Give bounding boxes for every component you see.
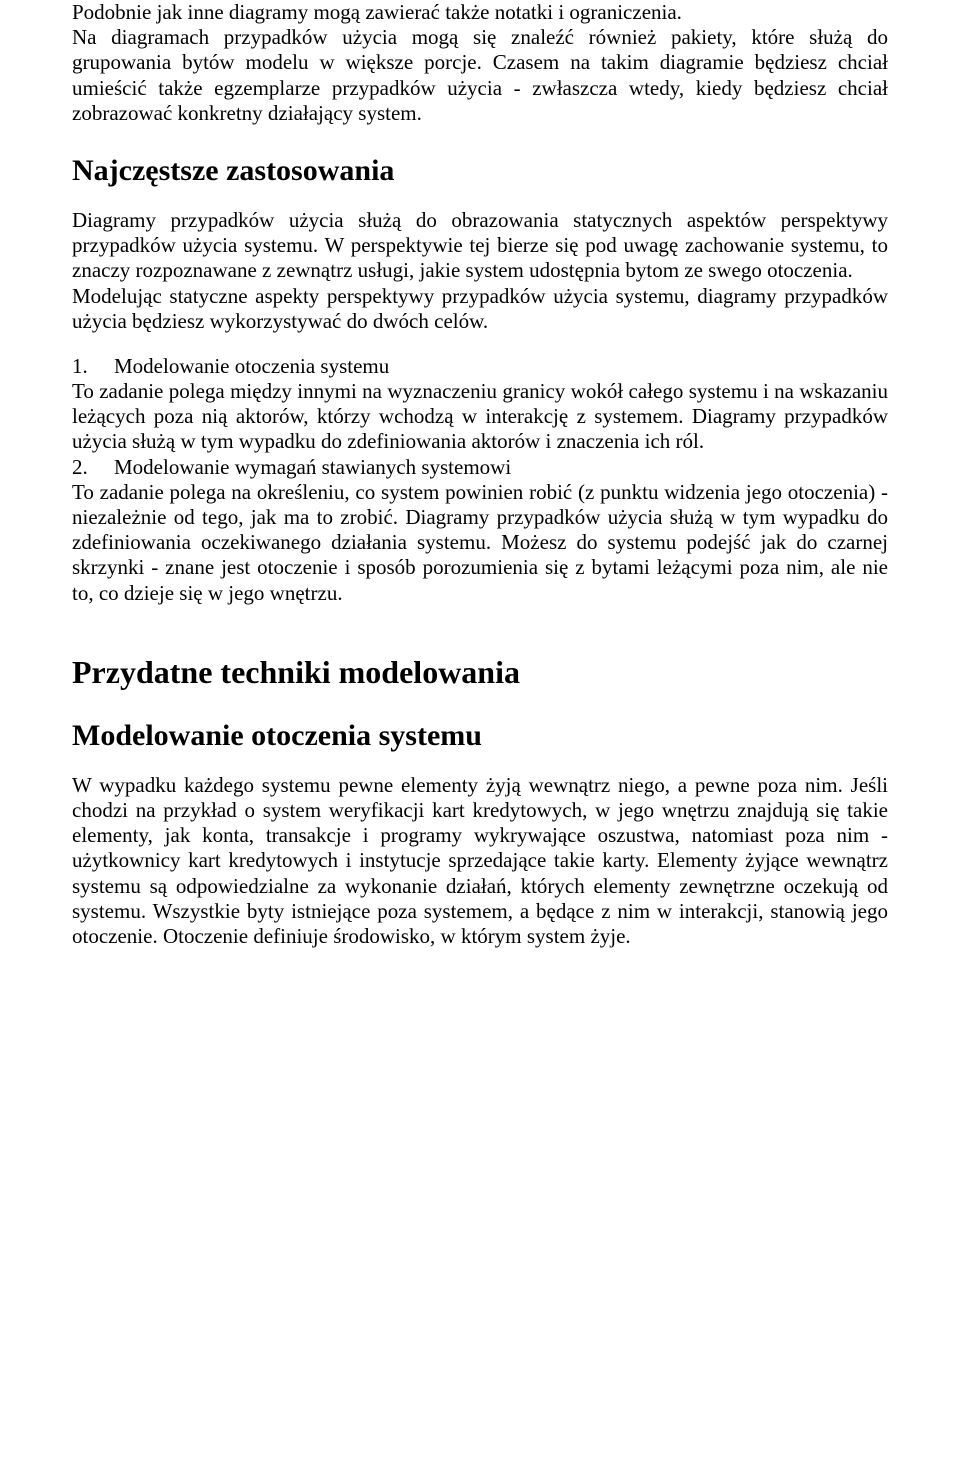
intro-paragraph-1: Podobnie jak inne diagramy mogą zawierać…: [72, 0, 888, 25]
spacer: [72, 334, 888, 354]
intro-paragraph-2: Na diagramach przypadków użycia mogą się…: [72, 25, 888, 126]
list-item-2-number: 2.: [72, 455, 114, 480]
list-item-1-header: 1.Modelowanie otoczenia systemu: [72, 354, 888, 379]
list-item-1-title: Modelowanie otoczenia systemu: [114, 354, 389, 378]
list-item-2-body: To zadanie polega na określeniu, co syst…: [72, 480, 888, 606]
section1-paragraph-2: Modelując statyczne aspekty perspektywy …: [72, 284, 888, 334]
list-item-1-number: 1.: [72, 354, 114, 379]
section-heading-techniques: Przydatne techniki modelowania: [72, 654, 888, 691]
section-heading-applications: Najczęstsze zastosowania: [72, 154, 888, 188]
list-item-2-title: Modelowanie wymagań stawianych systemowi: [114, 455, 511, 479]
list-item-1-body: To zadanie polega między innymi na wyzna…: [72, 379, 888, 455]
list-item-2-header: 2.Modelowanie wymagań stawianych systemo…: [72, 455, 888, 480]
section1-paragraph-1: Diagramy przypadków użycia służą do obra…: [72, 208, 888, 284]
section2-paragraph-1: W wypadku każdego systemu pewne elementy…: [72, 773, 888, 949]
section-subheading-environment: Modelowanie otoczenia systemu: [72, 719, 888, 753]
